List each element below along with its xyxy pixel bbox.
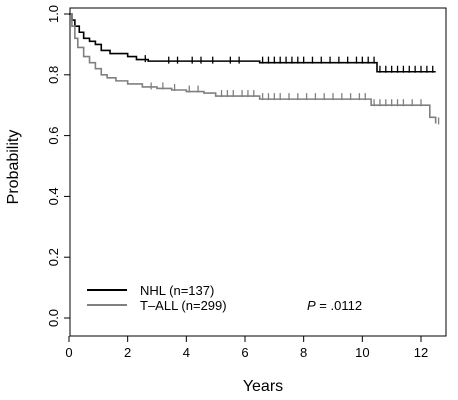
y-tick-label: 0.4 bbox=[46, 187, 61, 205]
x-tick-label: 0 bbox=[65, 345, 72, 360]
p-value: = .0112 bbox=[316, 298, 362, 313]
x-tick-label: 6 bbox=[241, 345, 248, 360]
x-tick-label: 10 bbox=[355, 345, 369, 360]
y-tick-label: 0.6 bbox=[46, 127, 61, 145]
p-label: P bbox=[307, 298, 316, 313]
y-tick-label: 0.8 bbox=[46, 66, 61, 84]
legend: NHL (n=137) T–ALL (n=299) bbox=[87, 283, 227, 313]
x-axis-title: Years bbox=[243, 378, 283, 395]
legend-label-nhl: NHL (n=137) bbox=[140, 283, 214, 298]
y-axis-title: Probability bbox=[5, 130, 22, 205]
plot-area bbox=[69, 13, 440, 125]
x-tick-label: 12 bbox=[414, 345, 428, 360]
axes: 0 2 4 6 8 10 12 0.0 0.2 0.4 0.6 0.8 1.0 bbox=[46, 5, 447, 360]
x-tick-label: 4 bbox=[183, 345, 190, 360]
p-value-annotation: P = .0112 bbox=[307, 298, 362, 313]
x-tick-label: 8 bbox=[300, 345, 307, 360]
y-tick-label: 0.0 bbox=[46, 309, 61, 327]
plot-frame bbox=[69, 7, 447, 337]
km-curve-nhl bbox=[69, 13, 436, 73]
y-tick-label: 1.0 bbox=[46, 5, 61, 23]
y-tick-label: 0.2 bbox=[46, 248, 61, 266]
km-curve-tall bbox=[69, 13, 437, 124]
x-tick-label: 2 bbox=[124, 345, 131, 360]
legend-label-tall: T–ALL (n=299) bbox=[140, 298, 227, 313]
